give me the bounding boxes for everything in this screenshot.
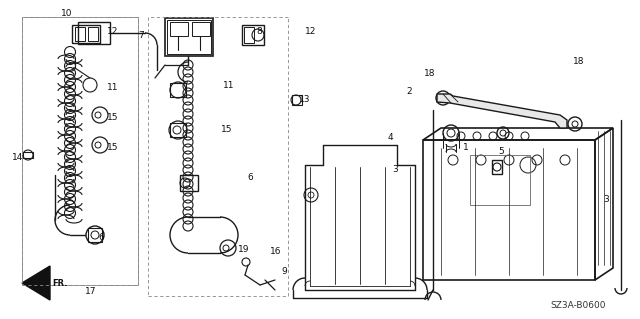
Text: 15: 15	[107, 143, 118, 152]
Text: 6: 6	[98, 234, 104, 242]
Text: 19: 19	[238, 246, 250, 255]
Bar	[170, 123, 186, 137]
Bar	[88, 27, 98, 41]
Text: 15: 15	[221, 124, 232, 133]
Bar	[78, 22, 110, 44]
Polygon shape	[437, 94, 567, 128]
Text: 9: 9	[281, 268, 287, 277]
Text: 14: 14	[12, 152, 24, 161]
Text: 17: 17	[85, 286, 97, 295]
Bar	[292, 95, 302, 105]
Bar	[242, 25, 264, 45]
Text: 2: 2	[406, 87, 412, 97]
Bar	[492, 160, 502, 174]
Bar	[170, 83, 186, 97]
Text: FR.: FR.	[52, 278, 67, 287]
Bar	[88, 228, 102, 242]
Text: 3: 3	[603, 196, 609, 204]
Text: 16: 16	[270, 248, 282, 256]
Bar	[244, 27, 254, 43]
Bar	[180, 175, 198, 191]
Text: 4: 4	[388, 133, 394, 143]
Bar	[23, 152, 33, 158]
Text: 6: 6	[247, 174, 253, 182]
Text: 15: 15	[107, 113, 118, 122]
Text: 18: 18	[573, 57, 584, 66]
Text: 18: 18	[424, 70, 435, 78]
Text: 1: 1	[463, 144, 469, 152]
Polygon shape	[22, 266, 50, 300]
Bar	[165, 18, 213, 56]
Bar	[75, 27, 85, 41]
Bar	[170, 22, 188, 36]
Text: 11: 11	[107, 83, 118, 92]
Text: 7: 7	[138, 31, 144, 40]
Text: 13: 13	[299, 95, 310, 105]
Text: 11: 11	[223, 80, 234, 90]
Text: 3: 3	[392, 166, 397, 174]
Text: 5: 5	[498, 147, 504, 157]
Text: 12: 12	[305, 27, 316, 36]
Bar	[423, 140, 595, 280]
Text: 10: 10	[61, 10, 72, 19]
Bar	[192, 22, 210, 36]
Text: 12: 12	[107, 27, 118, 36]
Text: SZ3A-B0600: SZ3A-B0600	[550, 300, 605, 309]
Text: 8: 8	[256, 27, 262, 36]
Bar	[470, 155, 530, 205]
Bar	[72, 25, 100, 43]
Bar	[167, 20, 211, 54]
